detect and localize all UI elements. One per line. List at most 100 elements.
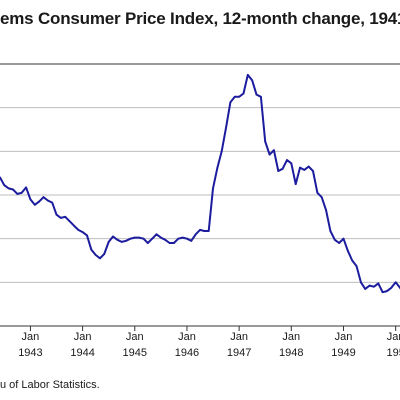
grid-lines <box>0 63 400 283</box>
data-point <box>212 187 214 190</box>
data-point <box>377 282 380 285</box>
x-tick-label-year: 1948 <box>279 347 303 359</box>
data-point <box>229 101 232 104</box>
series-line <box>0 73 400 294</box>
data-point <box>199 229 201 231</box>
x-tick-label-month: Jan <box>387 331 400 343</box>
data-point <box>360 281 362 284</box>
data-point <box>346 249 349 252</box>
x-tick-label-month: Jan <box>178 331 196 343</box>
data-point <box>120 241 123 243</box>
data-point <box>151 237 154 240</box>
data-point <box>94 254 97 256</box>
data-point <box>268 153 271 156</box>
data-point <box>164 238 167 241</box>
data-point <box>390 286 393 289</box>
data-point <box>7 187 10 190</box>
data-point <box>103 253 106 255</box>
data-point <box>394 281 397 284</box>
data-point <box>203 230 206 232</box>
data-point <box>251 79 254 82</box>
data-point <box>155 233 158 236</box>
data-point <box>238 95 241 98</box>
data-point <box>33 203 36 206</box>
data-point <box>16 193 19 195</box>
data-point <box>233 95 236 98</box>
data-point <box>246 74 249 76</box>
data-point <box>264 140 267 143</box>
x-tick-label-year: 1946 <box>175 347 199 359</box>
data-point <box>99 257 101 260</box>
data-point <box>281 167 284 170</box>
x-tick-labels: Jan 1943 Jan 1944 Jan 1945 Jan 1946 Jan 1947 Jan 19… <box>18 331 400 359</box>
series-layer <box>0 73 400 294</box>
data-point <box>320 196 323 199</box>
data-point <box>107 241 110 243</box>
chart-title: ems Consumer Price Index, 12-month chang… <box>0 9 400 28</box>
data-point <box>112 235 114 238</box>
data-point <box>325 209 327 212</box>
data-point <box>286 159 288 162</box>
data-point <box>216 166 219 169</box>
data-point <box>68 220 71 223</box>
data-point <box>42 196 45 199</box>
data-point <box>60 217 62 219</box>
data-point <box>46 199 49 202</box>
data-point <box>129 237 132 240</box>
data-point <box>290 162 293 165</box>
data-point <box>77 229 80 231</box>
x-axis <box>0 325 400 331</box>
data-point <box>186 237 188 240</box>
data-point <box>38 200 40 203</box>
data-point <box>142 237 145 240</box>
data-point <box>86 234 88 237</box>
data-point <box>146 242 149 244</box>
data-point <box>81 231 84 234</box>
data-point <box>342 237 345 240</box>
data-point <box>0 176 1 179</box>
data-point <box>29 198 32 201</box>
data-point <box>307 165 310 168</box>
data-point <box>194 233 197 236</box>
x-tick-label-month: Jan <box>126 331 144 343</box>
data-point <box>355 265 358 267</box>
x-tick-label-year: 1947 <box>227 347 251 359</box>
x-tick-label-year: 195 <box>386 347 400 359</box>
data-point <box>381 291 384 294</box>
data-point <box>3 184 6 187</box>
data-point <box>73 224 75 227</box>
x-tick-label-year: 1943 <box>18 347 42 359</box>
data-point <box>177 237 180 240</box>
data-point <box>351 259 354 262</box>
data-point <box>294 183 297 186</box>
data-point <box>173 242 175 244</box>
data-point <box>133 236 136 239</box>
x-tick-label-year: 1949 <box>331 347 355 359</box>
data-point <box>90 248 93 251</box>
data-point <box>303 169 306 171</box>
data-point <box>168 242 171 244</box>
data-point <box>220 150 223 153</box>
data-point <box>125 239 127 242</box>
data-point <box>333 238 336 241</box>
data-point <box>329 230 332 232</box>
data-point <box>373 285 375 288</box>
data-point <box>51 201 54 204</box>
data-point <box>116 238 119 241</box>
x-tick-label-month: Jan <box>22 331 40 343</box>
data-point <box>64 215 67 218</box>
data-point <box>338 242 340 244</box>
data-point <box>312 170 314 172</box>
data-point <box>181 236 184 239</box>
data-point <box>225 126 228 129</box>
data-point <box>55 213 58 216</box>
data-point <box>364 288 367 290</box>
data-point <box>25 186 27 189</box>
data-point <box>277 170 280 172</box>
data-point <box>207 230 210 232</box>
x-tick-label-year: 1945 <box>123 347 147 359</box>
data-point <box>299 166 301 169</box>
data-point <box>242 92 245 95</box>
data-point <box>368 284 371 287</box>
